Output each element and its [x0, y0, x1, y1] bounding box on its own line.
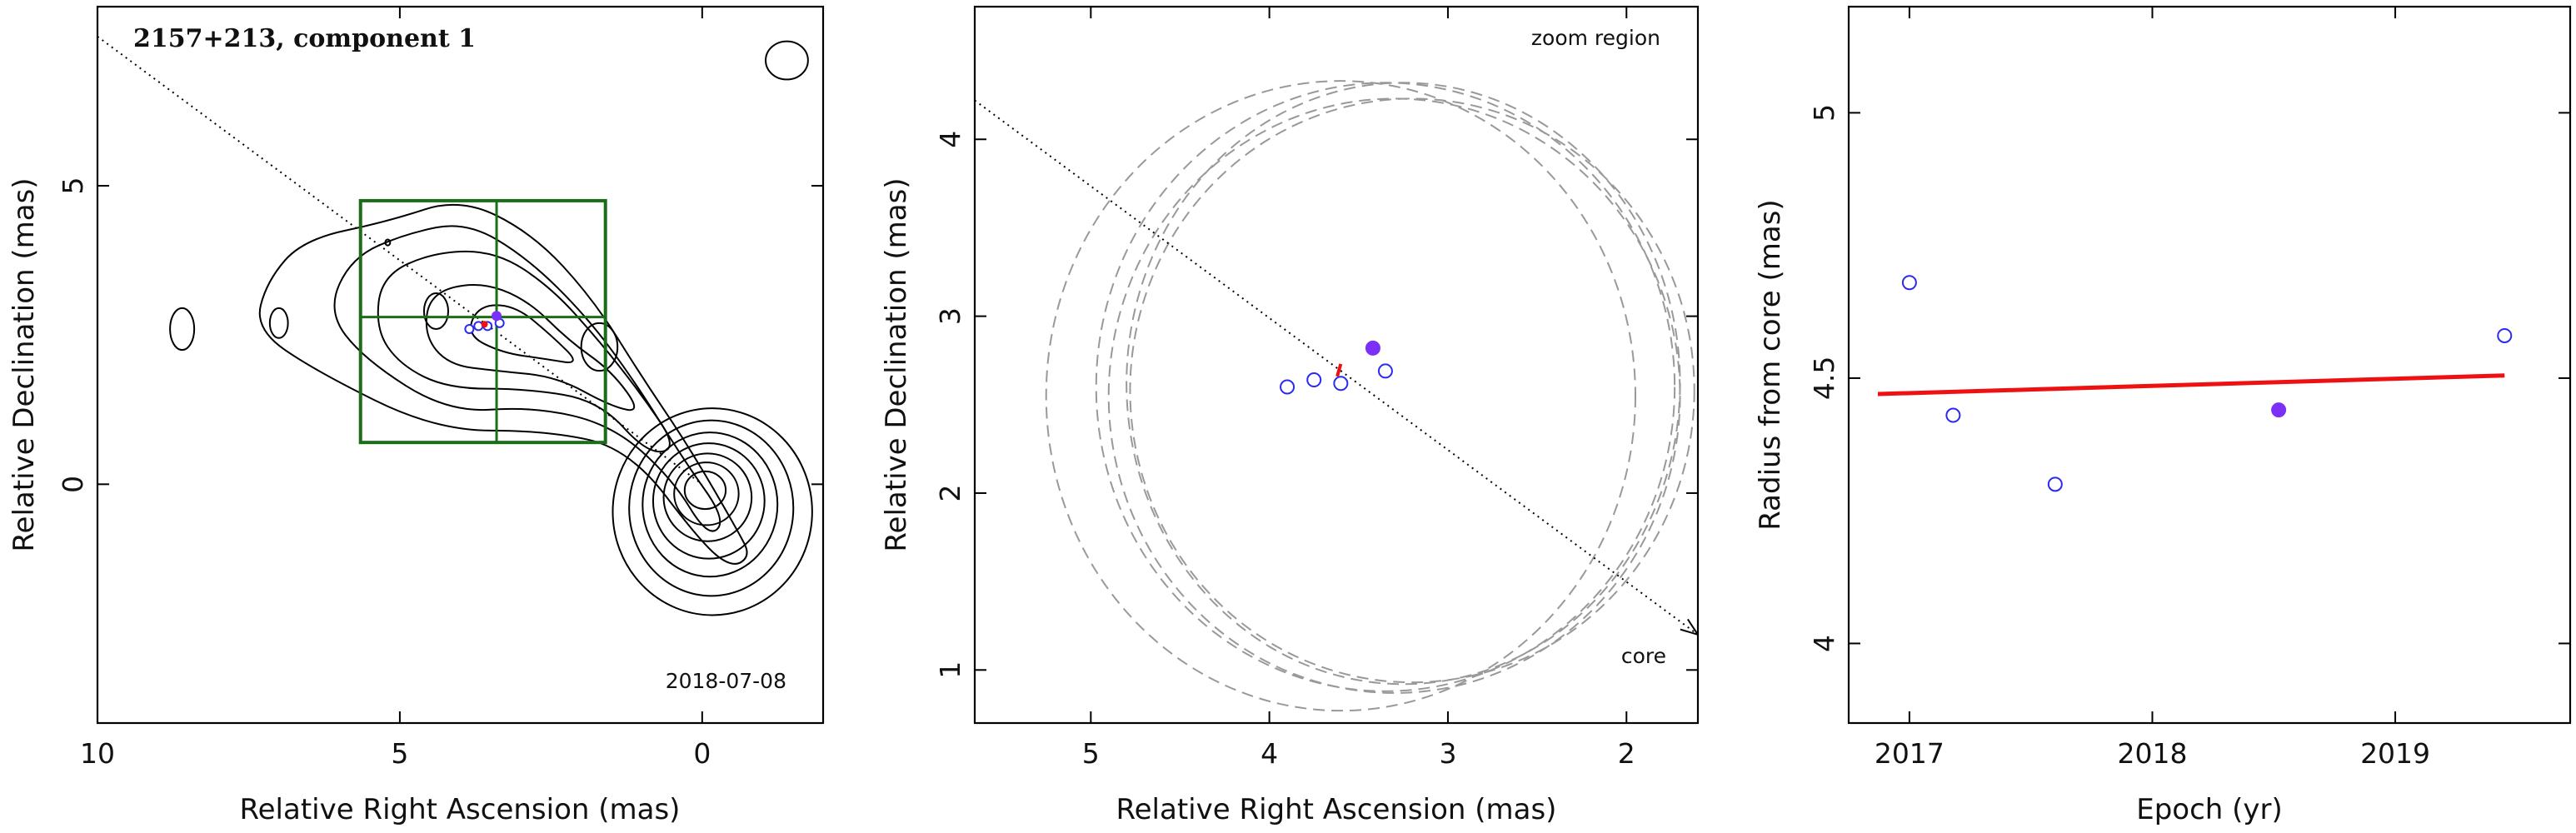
position-point: [1333, 376, 1349, 392]
beam-ellipse: [1129, 97, 1695, 684]
component-marker: [492, 311, 502, 322]
y-tick-label: 5: [57, 177, 89, 195]
x-tick-label: 4: [1261, 737, 1278, 770]
beam-ellipse: [1095, 82, 1676, 692]
x-axis-label: Relative Right Ascension (mas): [240, 793, 681, 826]
contour-line: [422, 292, 449, 330]
contour-line: [642, 431, 779, 578]
chart-title: 2157+213, component 1: [133, 24, 476, 53]
y-tick-label: 4: [934, 131, 966, 148]
radius-point: [2497, 327, 2513, 343]
contour-line: [765, 40, 809, 81]
position-point: [1280, 379, 1295, 395]
core-arrowhead: [1680, 618, 1698, 636]
contour-line: [169, 307, 196, 352]
contour-line: [377, 250, 671, 453]
x-tick-label: 5: [1082, 737, 1100, 770]
contour-line: [258, 203, 748, 565]
beam-ellipse: [1107, 97, 1681, 694]
contour-line: [470, 304, 574, 363]
y-tick-label: 5: [1808, 104, 1840, 122]
beam-ellipse: [1126, 82, 1681, 686]
contour-line: [580, 322, 619, 372]
y-axis-label: Relative Declination (mas): [880, 177, 913, 551]
contour-line: [683, 470, 727, 511]
fit-segment: [1335, 363, 1343, 377]
y-tick-label: 4: [1808, 635, 1840, 652]
axis-ticks: 2017 2018 2019 4 4.5 5: [1808, 7, 2570, 770]
y-tick-label: 4.5: [1808, 357, 1840, 400]
x-tick-label: 5: [391, 737, 408, 770]
x-tick-label: 2017: [1875, 737, 1944, 770]
y-axis-label: Relative Declination (mas): [7, 177, 41, 551]
contour-overlay: [97, 36, 703, 486]
position-point: [1365, 340, 1380, 356]
panel-contour-map: 10 5 050 2157+213, component 1 2018-07-08 …: [7, 5, 825, 826]
core-direction-line: [975, 99, 1698, 636]
x-tick-label: 2019: [2360, 737, 2430, 770]
zoom-plot-area: [975, 80, 1698, 712]
contour-line: [651, 442, 766, 560]
radius-plot-area: [1877, 275, 2513, 492]
x-tick-label: 3: [1439, 737, 1456, 770]
core-label: core: [1621, 644, 1666, 668]
x-tick-label: 2018: [2117, 737, 2187, 770]
contour-line: [662, 452, 753, 542]
fit-line: [1877, 373, 2505, 397]
y-tick-label: 3: [934, 307, 966, 325]
y-axis-label: Radius from core (mas): [1754, 199, 1787, 530]
contour-line: [333, 225, 721, 532]
fit-marker: [481, 321, 488, 328]
position-point: [1377, 363, 1393, 379]
x-tick-label: 2: [1618, 737, 1635, 770]
panel-radius-vs-epoch: 2017 2018 2019 4 4.5 5 Epoch (yr) Radius from…: [1754, 5, 2572, 826]
plot-frame: [96, 5, 825, 725]
contour-line: [384, 238, 392, 247]
position-point: [1306, 372, 1322, 388]
plot-frame: [973, 5, 1700, 725]
x-axis-label: Relative Right Ascension (mas): [1116, 793, 1557, 826]
axis-ticks: 5 4 3 2 1 2 3 4: [934, 7, 1698, 770]
x-tick-label: 10: [80, 737, 115, 770]
y-tick-label: 0: [57, 476, 89, 493]
zoom-region-label: zoom region: [1531, 26, 1660, 50]
contour-line: [268, 307, 289, 339]
plot-frame: [1847, 5, 2572, 725]
contour-line: [612, 407, 813, 616]
radius-point: [1901, 275, 1917, 291]
contour-line: [425, 283, 636, 412]
axis-ticks: 10 5 0 5 0: [57, 7, 823, 770]
y-tick-label: 1: [934, 661, 966, 679]
radius-point: [1945, 407, 1961, 423]
radius-point: [2271, 402, 2287, 418]
core-direction-line: [97, 36, 703, 486]
radius-point: [2047, 476, 2063, 492]
y-tick-label: 2: [934, 484, 966, 501]
contour-line: [673, 461, 740, 526]
contour-line: [628, 419, 795, 597]
component-marker: [464, 324, 475, 334]
x-tick-label: 0: [693, 737, 711, 770]
epoch-annotation: 2018-07-08: [666, 669, 786, 693]
beam-ellipse: [1045, 80, 1636, 712]
x-axis-label: Epoch (yr): [2136, 793, 2283, 826]
zoom-region-box: [358, 198, 607, 445]
panel-zoom-region: 5 4 3 2 1 2 3 4 zoom region core Relative Right…: [880, 5, 1700, 826]
